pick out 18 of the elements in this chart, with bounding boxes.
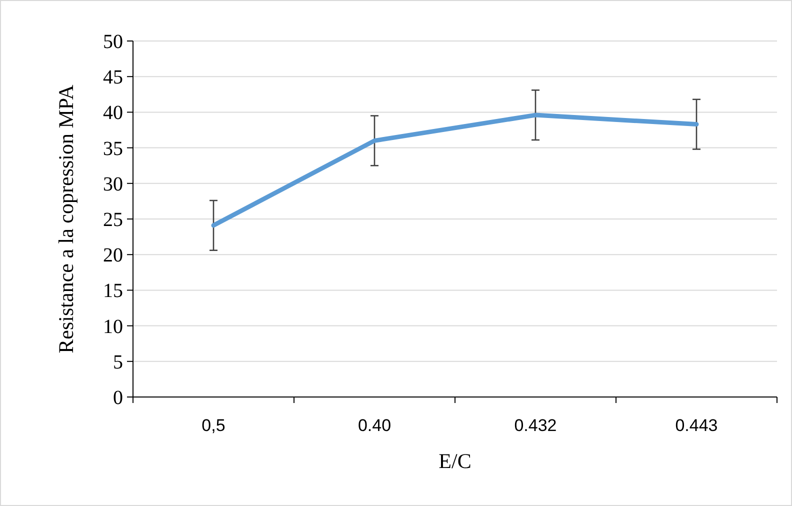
y-tick-label: 30 bbox=[103, 173, 123, 196]
y-tick-label: 20 bbox=[103, 244, 123, 267]
y-tick-label: 5 bbox=[113, 351, 123, 374]
x-axis-title: E/C bbox=[438, 449, 472, 473]
y-tick-label: 50 bbox=[103, 31, 123, 53]
y-tick-label: 45 bbox=[103, 66, 123, 89]
x-tick-label: 0.432 bbox=[514, 416, 557, 435]
y-tick-label: 40 bbox=[103, 102, 123, 124]
y-tick-label: 35 bbox=[103, 138, 123, 160]
x-tick-label: 0,5 bbox=[202, 416, 226, 435]
line-series bbox=[211, 112, 699, 228]
y-tick-label: 10 bbox=[103, 316, 123, 338]
y-tick-label: 0 bbox=[113, 387, 123, 409]
y-axis-title: Resistance a la copression MPA bbox=[54, 84, 78, 354]
x-tick-label: 0.40 bbox=[358, 416, 392, 435]
y-tick-label: 15 bbox=[103, 280, 123, 302]
y-tick-label: 25 bbox=[103, 209, 123, 231]
x-tick-label: 0.443 bbox=[675, 416, 718, 435]
